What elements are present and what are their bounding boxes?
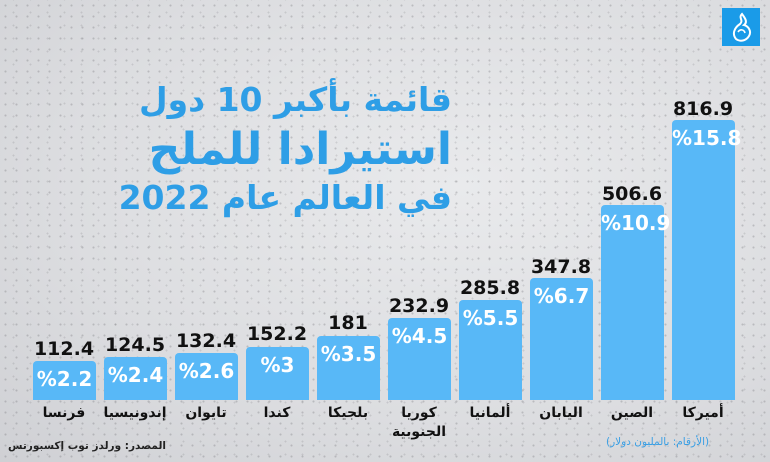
bar-value: 112.4 — [33, 338, 95, 360]
bar-pct: %2.6 — [178, 359, 235, 383]
bar-value: 232.9 — [388, 295, 450, 317]
bar-pct: %3 — [260, 353, 295, 377]
bar-south-korea: %4.5 — [388, 318, 451, 400]
chart-title-line-3: في العالم عام 2022 — [118, 178, 452, 217]
category-label: فرنسا — [42, 405, 86, 421]
bar-value: 506.6 — [601, 183, 663, 205]
category-label: اليابان — [539, 405, 583, 421]
bar-taiwan: %2.6 — [175, 353, 238, 400]
bar-value: 285.8 — [459, 277, 521, 299]
bar-belgium: %3.5 — [317, 336, 380, 400]
bar-canada: %3 — [246, 347, 309, 400]
chart-title-line-1: قائمة بأكبر 10 دول — [139, 80, 452, 119]
category-label: بلجيكا — [327, 405, 369, 421]
bar-indonesia: %2.4 — [104, 357, 167, 400]
source-note: المصدر: ورلدز توب إكسبورتس — [8, 440, 166, 452]
bar-pct: %3.5 — [320, 342, 377, 366]
category-label: تايوان — [185, 405, 227, 421]
bar-pct: %15.8 — [672, 126, 742, 150]
category-label: الصين — [610, 405, 654, 421]
category-label: إندونيسيا — [103, 405, 167, 421]
bar-pct: %2.2 — [36, 367, 93, 391]
bar-usa: %15.8 — [672, 120, 742, 400]
bar-value: 816.9 — [672, 98, 734, 120]
bar-value: 132.4 — [175, 330, 237, 352]
bar-germany: %5.5 — [459, 300, 522, 400]
bar-france: %2.2 — [33, 361, 96, 400]
bar-value: 347.8 — [530, 256, 592, 278]
bar-pct: %4.5 — [391, 324, 448, 348]
aljazeera-logo-icon — [722, 8, 760, 46]
category-label: كندا — [263, 405, 291, 421]
category-label: أميركا — [682, 405, 724, 421]
bar-pct: %5.5 — [462, 306, 519, 330]
category-label: ألمانيا — [469, 405, 511, 421]
chart-title-line-2: استيرادا للملح — [148, 124, 452, 175]
category-label: كوريا الجنوبية — [391, 405, 447, 440]
bar-pct: %6.7 — [533, 284, 590, 308]
bar-value: 124.5 — [104, 334, 166, 356]
bar-china: %10.9 — [601, 205, 671, 400]
unit-note: (الأرقام: بالمليون دولار) — [606, 436, 710, 448]
bar-value: 152.2 — [246, 323, 308, 345]
bar-pct: %2.4 — [107, 363, 164, 387]
bar-japan: %6.7 — [530, 278, 593, 400]
bar-value: 181 — [328, 312, 368, 334]
bar-pct: %10.9 — [601, 211, 671, 235]
